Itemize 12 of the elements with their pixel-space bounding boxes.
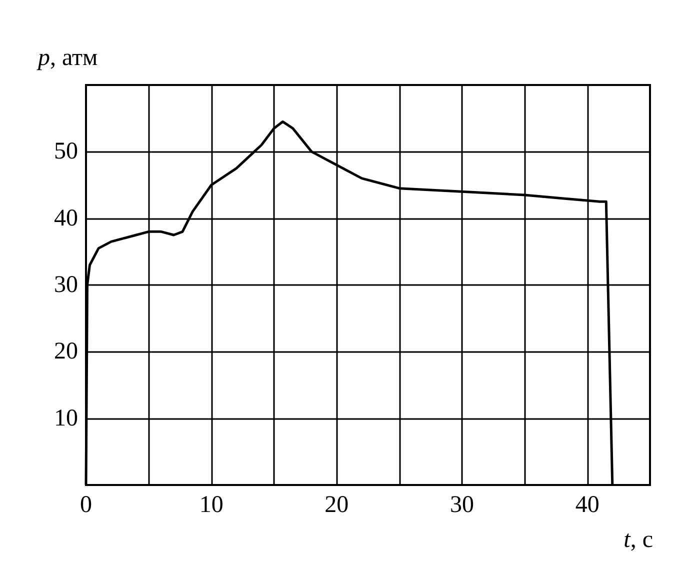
x-tick-label: 10	[199, 492, 224, 518]
x-axis-title: t, с	[624, 527, 654, 553]
y-tick-label: 20	[54, 338, 78, 365]
y-tick-label: 10	[54, 405, 78, 432]
x-tick-label: 20	[324, 492, 349, 518]
y-axis-title: p, атм	[36, 45, 98, 71]
x-tick-label: 30	[450, 492, 474, 518]
y-tick-label: 40	[54, 205, 78, 232]
y-tick-label: 30	[54, 272, 78, 298]
x-tick-label: 40	[575, 492, 600, 518]
y-tick-label: 50	[54, 138, 78, 165]
x-tick-label: 0	[80, 492, 92, 518]
